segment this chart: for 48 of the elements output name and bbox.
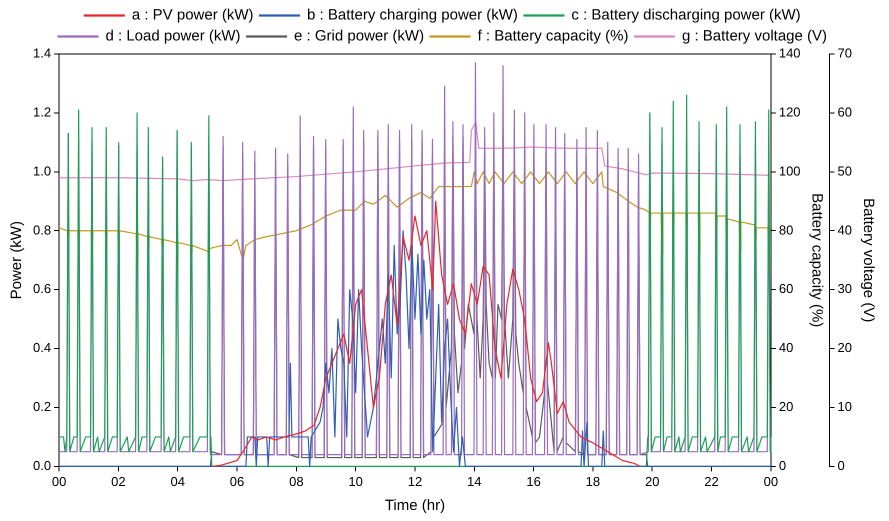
x-tick-label: 10 bbox=[348, 474, 363, 489]
y2-tick-label: 20 bbox=[778, 399, 794, 414]
legend-label: d : Load power (kW) bbox=[105, 28, 241, 45]
legend-label: b : Battery charging power (kW) bbox=[307, 6, 518, 24]
y2-tick-label: 60 bbox=[778, 281, 794, 296]
y2-tick-label: 120 bbox=[778, 104, 801, 120]
y2-tick-label: 80 bbox=[778, 222, 794, 238]
y-tick-label: 1.0 bbox=[32, 163, 52, 178]
y2-tick-label: 100 bbox=[778, 163, 801, 178]
x-tick-label: 20 bbox=[644, 474, 660, 489]
x-tick-label: 00 bbox=[764, 474, 778, 489]
x-tick-label: 16 bbox=[526, 474, 541, 489]
y-tick-label: 0.2 bbox=[32, 399, 52, 414]
legend-label: a : PV power (kW) bbox=[132, 6, 254, 24]
x-tick-label: 02 bbox=[111, 474, 126, 489]
x-tick-label: 04 bbox=[170, 474, 185, 489]
y3-axis-title: Battery voltage (V) bbox=[860, 198, 877, 322]
x-tick-label: 06 bbox=[230, 474, 244, 489]
x-tick-label: 14 bbox=[467, 474, 482, 489]
y3-tick-label: 70 bbox=[838, 46, 852, 61]
legend-label: f : Battery capacity (%) bbox=[478, 28, 628, 45]
y2-tick-label: 140 bbox=[778, 46, 801, 61]
y2-tick-label: 40 bbox=[778, 340, 794, 356]
y3-tick-label: 20 bbox=[838, 340, 852, 356]
y2-axis-title: Battery capacity (%) bbox=[808, 193, 826, 328]
y-tick-label: 0.0 bbox=[32, 458, 52, 473]
y3-tick-label: 60 bbox=[838, 104, 852, 120]
y3-tick-label: 10 bbox=[838, 399, 852, 414]
y3-tick-label: 40 bbox=[838, 222, 852, 238]
y-axis-title: Power (kW) bbox=[8, 221, 26, 300]
y-tick-label: 1.2 bbox=[32, 104, 52, 120]
y-tick-label: 0.6 bbox=[32, 281, 52, 296]
y-tick-label: 0.8 bbox=[32, 222, 52, 238]
y-tick-label: 1.4 bbox=[32, 46, 52, 61]
y-tick-label: 0.4 bbox=[32, 340, 52, 356]
x-tick-label: 22 bbox=[704, 474, 719, 489]
legend-label: g : Battery voltage (V) bbox=[682, 28, 828, 45]
y2-tick-label: 0 bbox=[778, 458, 786, 473]
y3-tick-label: 30 bbox=[838, 281, 852, 296]
x-axis-title: Time (hr) bbox=[384, 497, 446, 514]
x-tick-label: 12 bbox=[408, 474, 422, 489]
y3-tick-label: 0 bbox=[838, 458, 845, 473]
legend-label: e : Grid power (kW) bbox=[294, 28, 424, 45]
legend-label: c : Battery discharging power (kW) bbox=[571, 6, 801, 24]
y3-tick-label: 50 bbox=[838, 163, 852, 178]
x-tick-label: 00 bbox=[52, 474, 66, 489]
x-tick-label: 18 bbox=[586, 474, 600, 489]
x-tick-label: 08 bbox=[289, 474, 304, 489]
